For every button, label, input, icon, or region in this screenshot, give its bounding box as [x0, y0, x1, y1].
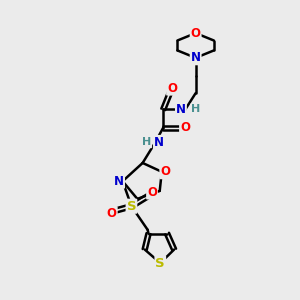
Text: H: H [191, 104, 200, 114]
Text: O: O [190, 27, 201, 40]
Text: O: O [167, 82, 177, 95]
Text: N: N [114, 175, 124, 188]
Text: N: N [176, 103, 186, 116]
Text: S: S [127, 200, 136, 213]
Text: O: O [180, 121, 190, 134]
Text: O: O [160, 165, 170, 178]
Text: O: O [147, 186, 157, 199]
Text: N: N [154, 136, 164, 149]
Text: N: N [190, 51, 201, 64]
Text: S: S [155, 256, 165, 270]
Text: O: O [107, 207, 117, 220]
Text: H: H [142, 137, 151, 147]
